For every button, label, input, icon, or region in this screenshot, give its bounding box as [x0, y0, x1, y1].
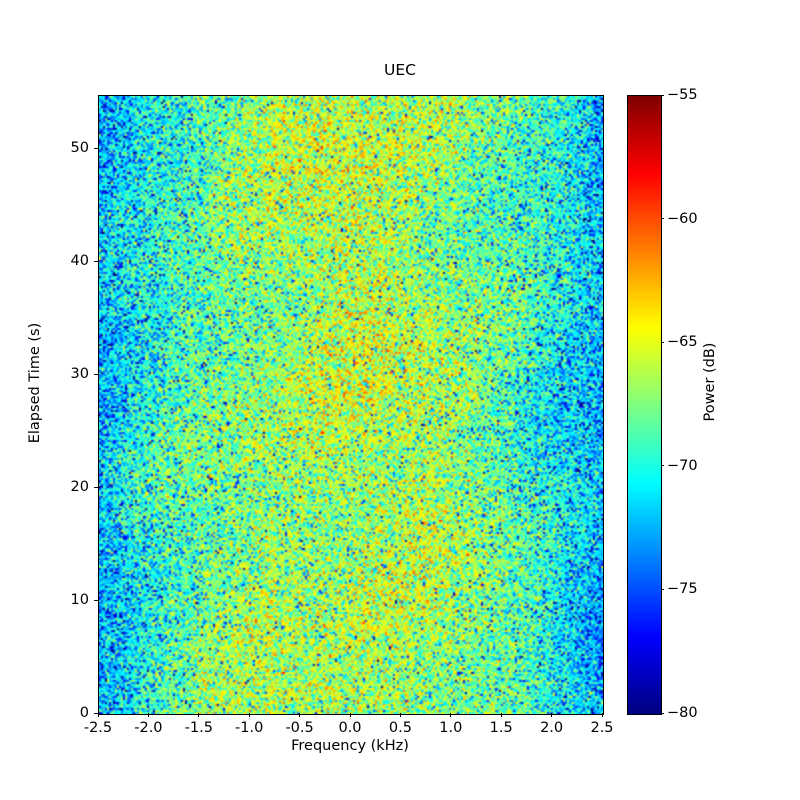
x-axis-tick-label: -2.0 — [134, 720, 163, 736]
y-axis-tick-label: 10 — [70, 592, 89, 609]
x-axis-tick — [450, 713, 452, 717]
colorbar-tick-label: −70 — [667, 457, 698, 474]
x-axis-tick-label: -2.5 — [83, 720, 113, 736]
title-station-name: UEC — [384, 61, 416, 79]
colorbar-tick — [660, 712, 664, 714]
colorbar-tick-label: −80 — [667, 705, 698, 721]
y-axis-tick-label: 30 — [70, 366, 89, 383]
y-axis-tick — [94, 260, 98, 262]
colorbar-tick — [660, 94, 664, 96]
x-axis-tick — [601, 713, 603, 717]
x-axis-tick — [248, 713, 250, 717]
x-axis-tick — [399, 713, 401, 717]
colorbar-tick-label: −65 — [667, 334, 698, 351]
x-axis-tick — [349, 713, 351, 717]
colorbar-tick-label: −55 — [667, 87, 698, 103]
x-axis-tick — [299, 713, 301, 717]
x-axis-tick-label: 1.5 — [489, 720, 513, 736]
colorbar-tick — [660, 218, 664, 220]
y-axis-tick — [94, 599, 98, 601]
x-axis-tick-label: 0.0 — [338, 720, 362, 736]
x-axis-tick — [198, 713, 200, 717]
colorbar-tick-label: −75 — [667, 581, 698, 598]
y-axis-tick-label: 20 — [70, 479, 89, 496]
y-axis-tick — [94, 712, 98, 714]
x-axis-tick — [97, 713, 99, 717]
x-axis-tick-label: -1.5 — [184, 720, 213, 736]
x-axis-tick-label: 1.0 — [439, 720, 463, 736]
x-axis-tick-label: -1.0 — [235, 720, 264, 736]
colorbar-tick — [660, 465, 664, 467]
y-axis-tick — [94, 147, 98, 149]
colorbar — [627, 95, 662, 715]
x-axis-tick-label: 2.5 — [590, 720, 614, 736]
x-axis-label: Frequency (kHz) — [291, 738, 409, 754]
colorbar-label: Power (dB) — [702, 342, 718, 422]
y-axis-tick-label: 40 — [70, 253, 89, 270]
spectrogram-axes — [98, 95, 604, 715]
y-axis-tick-label: 50 — [70, 140, 89, 157]
colorbar-tick — [660, 341, 664, 343]
y-axis-tick — [94, 486, 98, 488]
colorbar-gradient — [628, 96, 661, 714]
y-axis-tick-label: 0 — [79, 705, 89, 721]
x-axis-tick — [500, 713, 502, 717]
y-axis-tick — [94, 373, 98, 375]
x-axis-tick-label: 2.0 — [540, 720, 564, 736]
colorbar-tick-label: −60 — [667, 210, 698, 227]
x-axis-tick — [551, 713, 553, 717]
x-axis-tick-label: -0.5 — [285, 720, 314, 736]
spectrogram-image — [99, 96, 603, 714]
x-axis-tick-label: 0.5 — [388, 720, 412, 736]
y-axis-label: Elapsed Time (s) — [27, 322, 43, 444]
x-axis-tick — [147, 713, 149, 717]
colorbar-tick — [660, 588, 664, 590]
